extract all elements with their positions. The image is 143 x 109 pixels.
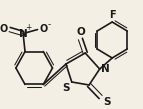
- Text: O: O: [0, 24, 8, 34]
- Text: O: O: [76, 27, 85, 37]
- Text: N: N: [19, 29, 27, 39]
- Text: F: F: [109, 10, 116, 20]
- Text: S: S: [62, 83, 70, 93]
- Text: N: N: [101, 64, 110, 74]
- Text: +: +: [25, 23, 31, 32]
- Text: -: -: [47, 20, 51, 29]
- Text: S: S: [104, 97, 111, 107]
- Text: O: O: [39, 24, 47, 34]
